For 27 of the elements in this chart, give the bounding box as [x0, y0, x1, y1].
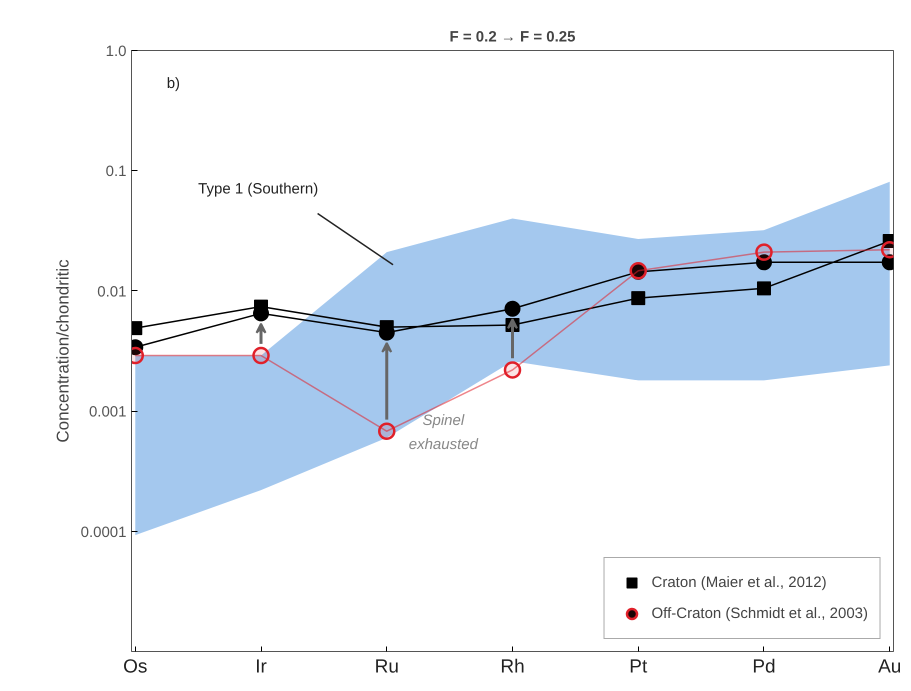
- y-tick-label: 0.001: [88, 404, 127, 421]
- annotation: Type 1 (Southern): [198, 180, 318, 198]
- point: [631, 291, 646, 306]
- point: [755, 243, 773, 261]
- x-tick-label: Pd: [752, 656, 776, 678]
- point: [252, 346, 270, 364]
- x-tick-label: Ir: [255, 656, 268, 678]
- annotation: b): [166, 75, 180, 92]
- point: [378, 422, 396, 440]
- x-tick-label: Au: [878, 656, 902, 678]
- annotation: Spinel exhausted: [408, 412, 479, 453]
- x-tick-label: Ru: [374, 656, 399, 678]
- x-tick-label: Pt: [629, 656, 648, 678]
- x-tick-label: Rh: [500, 656, 525, 678]
- point: [756, 281, 771, 296]
- chart-title: F = 0.2 → F = 0.25: [450, 28, 576, 46]
- y-tick-label: 1.0: [106, 43, 127, 60]
- x-tick-label: Os: [123, 656, 148, 678]
- point: [504, 361, 522, 379]
- legend-label: Craton (Maier et al., 2012): [652, 574, 827, 591]
- point: [756, 254, 772, 270]
- y-tick-label: 0.1: [106, 163, 127, 180]
- y-axis-title: Concentration/chondritic: [54, 258, 73, 443]
- legend-label: Off-Craton (Schmidt et al., 2003): [652, 605, 868, 622]
- y-tick-label: 0.0001: [80, 524, 127, 541]
- y-tick-label: 0.01: [97, 283, 127, 300]
- point: [504, 300, 520, 317]
